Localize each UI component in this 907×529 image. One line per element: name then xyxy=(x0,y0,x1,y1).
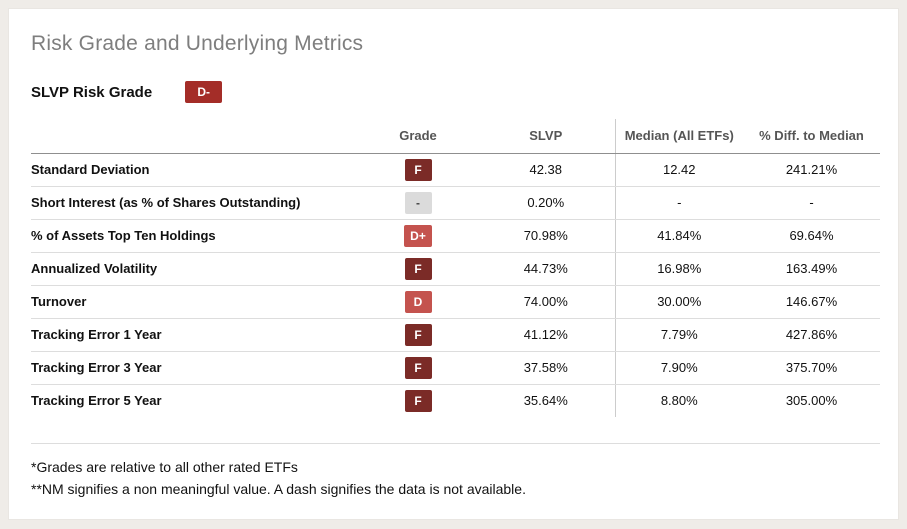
median-value: 7.90% xyxy=(614,351,743,385)
diff-value: 146.67% xyxy=(743,285,880,319)
metrics-table: Grade SLVP Median (All ETFs) % Diff. to … xyxy=(31,119,880,417)
page-title: Risk Grade and Underlying Metrics xyxy=(31,32,364,55)
median-value: 7.79% xyxy=(614,318,743,352)
table-row-tracking-error-5yr: Tracking Error 5 Year F 35.64% 8.80% 305… xyxy=(31,384,880,417)
grade-cell: D+ xyxy=(359,219,477,253)
metric-label: Short Interest (as % of Shares Outstandi… xyxy=(31,186,359,220)
grade-badge: F xyxy=(404,323,432,346)
table-row-standard-deviation: Standard Deviation F 42.38 12.42 241.21% xyxy=(31,153,880,187)
grade-cell: F xyxy=(359,153,477,187)
diff-value: - xyxy=(743,186,880,220)
table-row-short-interest: Short Interest (as % of Shares Outstandi… xyxy=(31,186,880,220)
column-header-diff: % Diff. to Median xyxy=(743,119,880,154)
slvp-value: 0.20% xyxy=(477,186,615,220)
grade-cell: F xyxy=(359,318,477,352)
median-value: - xyxy=(614,186,743,220)
table-row-tracking-error-3yr: Tracking Error 3 Year F 37.58% 7.90% 375… xyxy=(31,351,880,385)
grade-badge: F xyxy=(404,356,432,379)
slvp-value: 74.00% xyxy=(477,285,615,319)
diff-value: 163.49% xyxy=(743,252,880,286)
grade-badge: D xyxy=(404,290,432,313)
diff-value: 305.00% xyxy=(785,393,838,409)
diff-value: 375.70% xyxy=(743,351,880,385)
metric-label: Tracking Error 1 Year xyxy=(31,318,359,352)
table-row-annualized-volatility: Annualized Volatility F 44.73% 16.98% 16… xyxy=(31,252,880,286)
risk-grade-panel: Risk Grade and Underlying Metrics SLVP R… xyxy=(8,8,899,520)
grade-badge: D+ xyxy=(404,224,432,247)
median-value: 30.00% xyxy=(614,285,743,319)
metric-label: Turnover xyxy=(31,285,359,319)
grade-cell: F xyxy=(359,384,477,417)
slvp-value: 42.38 xyxy=(477,153,615,187)
slvp-value: 41.12% xyxy=(477,318,615,352)
footnote-grades: *Grades are relative to all other rated … xyxy=(31,459,298,475)
table-row-top-ten-holdings: % of Assets Top Ten Holdings D+ 70.98% 4… xyxy=(31,219,880,253)
grade-cell: F xyxy=(359,351,477,385)
metric-label: Tracking Error 3 Year xyxy=(31,351,359,385)
metric-label: Standard Deviation xyxy=(31,153,359,187)
grade-badge: F xyxy=(404,389,432,412)
risk-grade-badge: D- xyxy=(185,81,223,103)
column-header-metric xyxy=(31,119,359,154)
metric-label: Annualized Volatility xyxy=(31,252,359,286)
slvp-value: 37.58% xyxy=(477,351,615,385)
diff-value: 69.64% xyxy=(743,219,880,253)
column-header-median: Median (All ETFs) xyxy=(614,119,743,154)
risk-grade-summary: SLVP Risk Grade D- xyxy=(31,81,878,103)
grade-badge: F xyxy=(404,158,432,181)
footer-divider xyxy=(31,443,880,444)
risk-grade-label: SLVP Risk Grade xyxy=(31,83,153,101)
footnotes: *Grades are relative to all other rated … xyxy=(31,456,878,500)
grade-cell: - xyxy=(359,186,477,220)
median-value: 12.42 xyxy=(614,153,743,187)
diff-value: 427.86% xyxy=(743,318,880,352)
slvp-value: 70.98% xyxy=(477,219,615,253)
column-header-slvp: SLVP xyxy=(477,119,615,154)
table-row-tracking-error-1yr: Tracking Error 1 Year F 41.12% 7.79% 427… xyxy=(31,318,880,352)
grade-badge: - xyxy=(404,191,432,214)
grade-cell: F xyxy=(359,252,477,286)
grade-badge: F xyxy=(404,257,432,280)
slvp-value: 44.73% xyxy=(477,252,615,286)
metrics-table-header: Grade SLVP Median (All ETFs) % Diff. to … xyxy=(31,119,880,154)
median-value: 8.80% xyxy=(614,384,743,417)
table-row-turnover: Turnover D 74.00% 30.00% 146.67% xyxy=(31,285,880,319)
diff-value: 241.21% xyxy=(743,153,880,187)
column-header-grade: Grade xyxy=(359,119,477,154)
grade-cell: D xyxy=(359,285,477,319)
footnote-nm: **NM signifies a non meaningful value. A… xyxy=(31,481,526,497)
median-value: 16.98% xyxy=(614,252,743,286)
metric-label: % of Assets Top Ten Holdings xyxy=(31,219,359,253)
median-value: 41.84% xyxy=(614,219,743,253)
metric-label: Tracking Error 5 Year xyxy=(31,393,162,409)
slvp-value: 35.64% xyxy=(523,393,568,409)
